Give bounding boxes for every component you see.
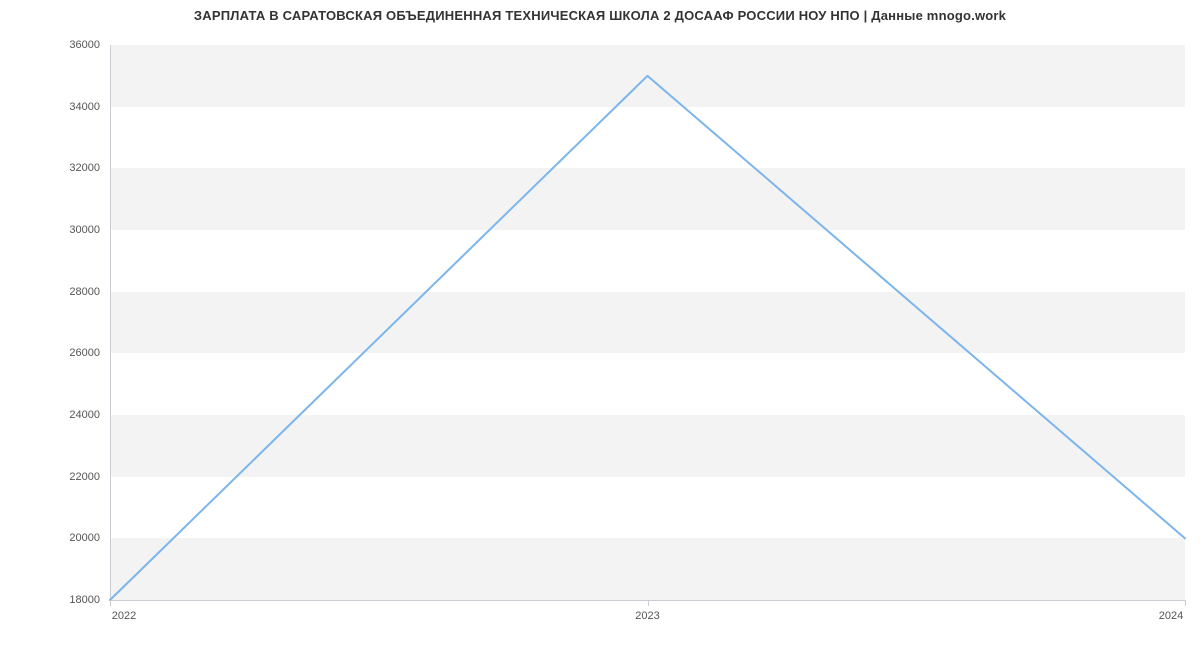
y-tick-label: 36000	[0, 39, 100, 51]
x-tick-mark	[648, 600, 649, 606]
x-tick-label: 2023	[635, 610, 659, 622]
y-tick-label: 32000	[0, 162, 100, 174]
x-tick-mark	[1185, 600, 1186, 606]
x-tick-label: 2024	[1159, 610, 1183, 622]
y-tick-label: 34000	[0, 101, 100, 113]
chart-title: ЗАРПЛАТА В САРАТОВСКАЯ ОБЪЕДИНЕННАЯ ТЕХН…	[0, 8, 1200, 23]
y-tick-label: 18000	[0, 594, 100, 606]
plot-area	[110, 45, 1185, 600]
y-tick-label: 26000	[0, 347, 100, 359]
y-tick-label: 30000	[0, 224, 100, 236]
y-tick-label: 22000	[0, 471, 100, 483]
y-tick-label: 28000	[0, 286, 100, 298]
y-tick-label: 24000	[0, 409, 100, 421]
y-tick-label: 20000	[0, 532, 100, 544]
x-tick-label: 2022	[112, 610, 136, 622]
salary-line-chart: ЗАРПЛАТА В САРАТОВСКАЯ ОБЪЕДИНЕННАЯ ТЕХН…	[0, 0, 1200, 650]
x-tick-mark	[110, 600, 111, 606]
series-layer	[110, 45, 1185, 600]
series-line	[110, 76, 1185, 600]
